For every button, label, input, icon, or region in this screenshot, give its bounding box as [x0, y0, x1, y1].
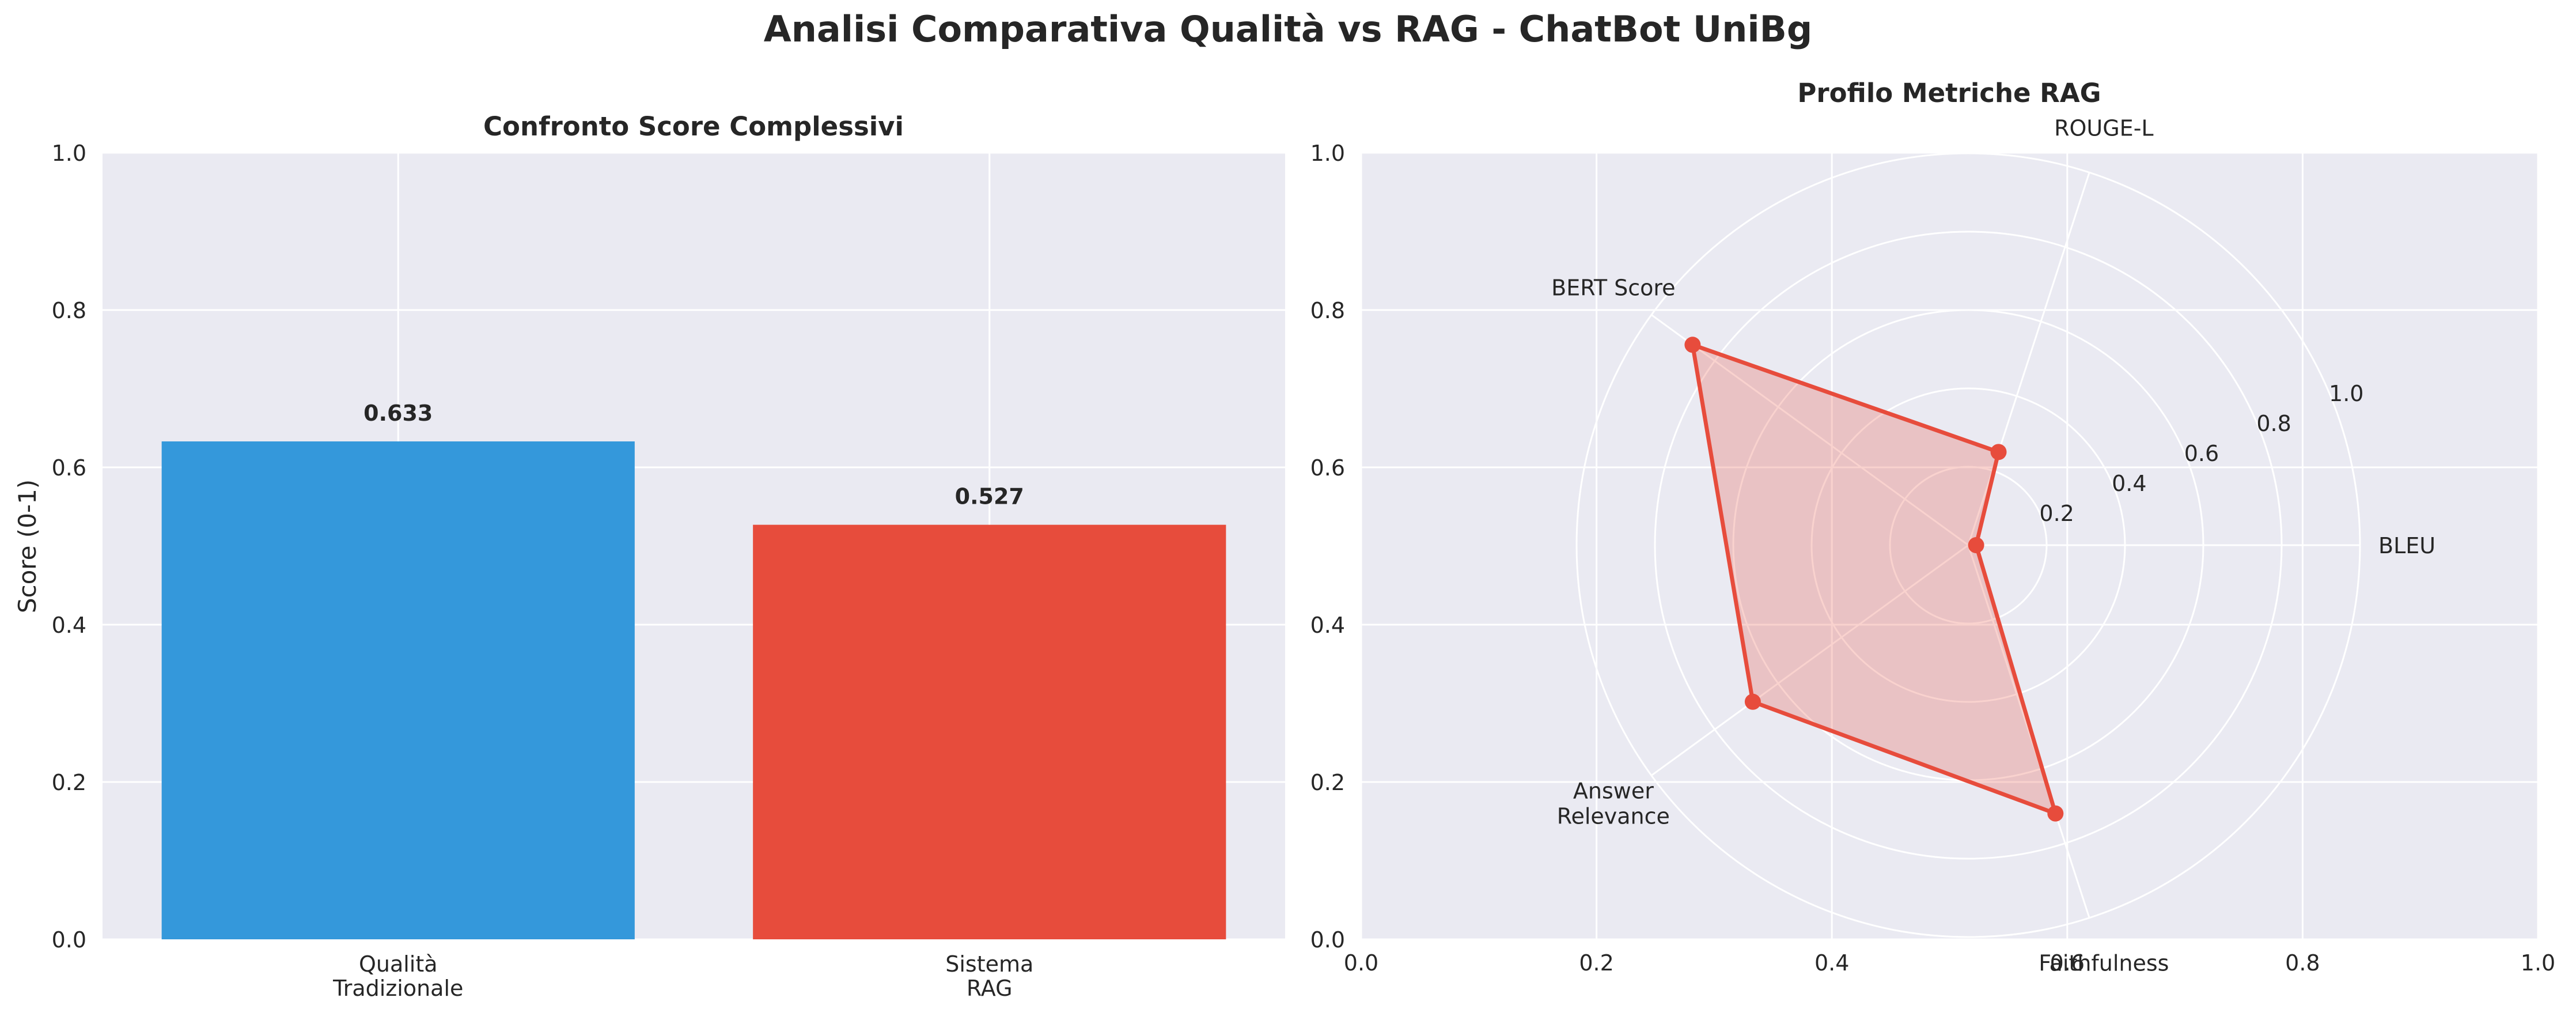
radar-chart: 0.0 0.2 0.4 0.6 0.8 1.0 0.0 0.2 0.4 0.6 0.8 1.0 0.2 0…: [1310, 78, 2556, 976]
bar-ytick-label: 0.6: [52, 455, 86, 481]
bar-ytick-label: 1.0: [52, 141, 86, 166]
figure-title: Analisi Comparativa Qualità vs RAG - Cha…: [764, 8, 1813, 50]
bar: [161, 441, 635, 939]
bar-ytick-label: 0.2: [52, 770, 86, 795]
radar-axis-label: Faithfulness: [2039, 950, 2169, 976]
bar-ytick-label: 0.4: [52, 613, 86, 638]
radar-rtick-label: 0.8: [2256, 411, 2291, 436]
radar-frame-ytick-label: 0.8: [1310, 298, 1345, 323]
radar-spoke: [1650, 314, 1969, 546]
radar-point: [1990, 444, 2007, 460]
bar-ytick-label: 0.0: [52, 927, 86, 953]
radar-frame-xtick-label: 0.2: [1579, 950, 1613, 976]
radar-rtick-label: 0.4: [2112, 471, 2146, 496]
radar-chart-title: Profilo Metriche RAG: [1797, 78, 2101, 108]
radar-point: [2047, 805, 2064, 822]
radar-spoke: [1967, 545, 2090, 919]
radar-frame-xtick-label: 0.8: [2285, 950, 2320, 976]
radar-axis-label: BERT Score: [1551, 275, 1675, 300]
bar-value-label: 0.633: [363, 401, 433, 426]
radar-axis-label: BLEU: [2378, 533, 2435, 558]
radar-frame-xtick-label: 1.0: [2521, 950, 2555, 976]
radar-rtick-label: 1.0: [2329, 381, 2363, 406]
radar-frame-ytick-label: 0.0: [1310, 927, 1345, 953]
bar-ytick-label: 0.8: [52, 298, 86, 323]
radar-rtick-label: 0.2: [2039, 501, 2074, 526]
bar-category-label: Sistema RAG: [945, 951, 1033, 1001]
radar-frame-ytick-label: 0.2: [1310, 770, 1345, 795]
radar-point: [1968, 537, 1984, 553]
radar-frame-ytick-label: 1.0: [1310, 141, 1345, 166]
bar-category-label: Qualità Tradizionale: [332, 951, 463, 1001]
radar-axis-label: Answer Relevance: [1557, 779, 1670, 829]
radar-frame-ytick-label: 0.6: [1310, 455, 1345, 481]
bar-chart-ylabel: Score (0-1): [13, 479, 41, 613]
radar-polar-grid: [1575, 152, 2361, 938]
radar-rtick-label: 0.6: [2184, 441, 2219, 466]
bar-chart: 0.0 0.2 0.4 0.6 0.8 1.0 0.633 Qualità Tradiziona…: [13, 111, 1285, 1001]
radar-axis-label: ROUGE-L: [2054, 116, 2153, 141]
radar-frame-xtick-label: 0.4: [1814, 950, 1849, 976]
bar-chart-marks: [161, 441, 1226, 939]
bar: [753, 524, 1226, 939]
radar-point: [1684, 337, 1701, 353]
radar-frame-xtick-label: 0.0: [1344, 950, 1378, 976]
radar-chart-labels: 0.0 0.2 0.4 0.6 0.8 1.0 0.0 0.2 0.4 0.6 0.8 1.0 0.2 0…: [1310, 116, 2556, 976]
radar-spoke: [1650, 544, 1969, 776]
radar-spoke: [1967, 172, 2090, 546]
radar-frame-xtick-label: 0.6: [2050, 950, 2085, 976]
bar-value-label: 0.527: [955, 484, 1024, 509]
radar-chart-marks: [1684, 337, 2064, 822]
bar-chart-labels: 0.0 0.2 0.4 0.6 0.8 1.0 0.633 Qualità Tradiziona…: [52, 141, 1034, 1001]
bar-chart-title: Confronto Score Complessivi: [483, 111, 904, 142]
radar-area: [1690, 342, 2058, 816]
radar-point: [1744, 693, 1761, 710]
radar-frame-ytick-label: 0.4: [1310, 613, 1345, 638]
